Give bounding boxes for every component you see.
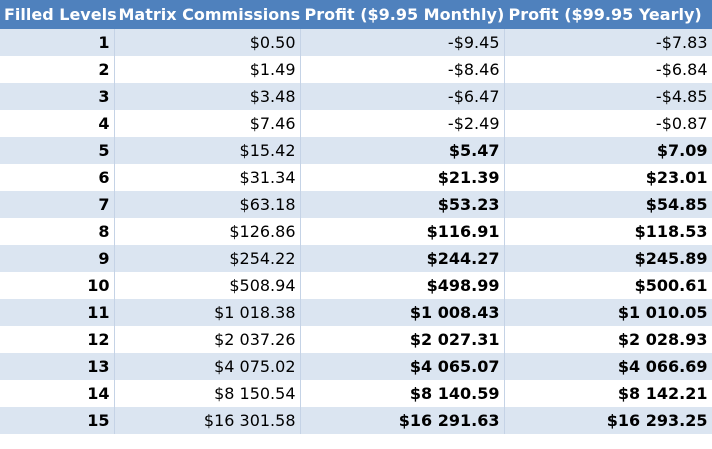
cell-matrix-commission: $126.86 (114, 218, 301, 245)
cell-profit-yearly: $118.53 (504, 218, 712, 245)
cell-profit-monthly: $2 027.31 (300, 326, 505, 353)
cell-profit-monthly: -$8.46 (300, 56, 505, 83)
cell-profit-yearly: -$0.87 (504, 110, 712, 137)
cell-matrix-commission: $1 018.38 (114, 299, 301, 326)
cell-filled-level: 13 (0, 353, 115, 380)
cell-profit-yearly: -$4.85 (504, 83, 712, 110)
header-profit-monthly: Profit ($9.95 Monthly) (300, 0, 505, 29)
cell-filled-level: 10 (0, 272, 115, 299)
table-row: 9 $254.22 $244.27 $245.89 (0, 245, 712, 272)
cell-profit-yearly: -$7.83 (504, 29, 712, 56)
cell-profit-yearly: $16 293.25 (504, 407, 712, 434)
cell-filled-level: 8 (0, 218, 115, 245)
cell-matrix-commission: $4 075.02 (114, 353, 301, 380)
cell-matrix-commission: $2 037.26 (114, 326, 301, 353)
cell-filled-level: 9 (0, 245, 115, 272)
cell-profit-monthly: $21.39 (300, 164, 505, 191)
cell-profit-monthly: -$9.45 (300, 29, 505, 56)
cell-matrix-commission: $63.18 (114, 191, 301, 218)
cell-filled-level: 4 (0, 110, 115, 137)
cell-profit-yearly: $1 010.05 (504, 299, 712, 326)
cell-profit-monthly: $5.47 (300, 137, 505, 164)
cell-profit-monthly: $53.23 (300, 191, 505, 218)
cell-profit-monthly: $116.91 (300, 218, 505, 245)
header-profit-yearly: Profit ($99.95 Yearly) (504, 0, 712, 29)
cell-matrix-commission: $8 150.54 (114, 380, 301, 407)
cell-profit-yearly: -$6.84 (504, 56, 712, 83)
cell-profit-monthly: $4 065.07 (300, 353, 505, 380)
cell-profit-monthly: -$6.47 (300, 83, 505, 110)
table-row: 8 $126.86 $116.91 $118.53 (0, 218, 712, 245)
table-row: 6 $31.34 $21.39 $23.01 (0, 164, 712, 191)
cell-matrix-commission: $3.48 (114, 83, 301, 110)
cell-profit-yearly: $2 028.93 (504, 326, 712, 353)
cell-profit-monthly: -$2.49 (300, 110, 505, 137)
cell-matrix-commission: $0.50 (114, 29, 301, 56)
cell-filled-level: 1 (0, 29, 115, 56)
cell-profit-yearly: $4 066.69 (504, 353, 712, 380)
header-matrix-commissions: Matrix Commissions (114, 0, 301, 29)
table-row: 12 $2 037.26 $2 027.31 $2 028.93 (0, 326, 712, 353)
profit-table: Filled Levels Matrix Commissions Profit … (0, 0, 712, 434)
table-row: 5 $15.42 $5.47 $7.09 (0, 137, 712, 164)
cell-profit-yearly: $23.01 (504, 164, 712, 191)
table-row: 3 $3.48 -$6.47 -$4.85 (0, 83, 712, 110)
table-body: 1 $0.50 -$9.45 -$7.83 2 $1.49 -$8.46 -$6.84 3 $3.… (0, 29, 712, 434)
cell-profit-monthly: $1 008.43 (300, 299, 505, 326)
cell-profit-yearly: $245.89 (504, 245, 712, 272)
cell-matrix-commission: $31.34 (114, 164, 301, 191)
cell-profit-yearly: $500.61 (504, 272, 712, 299)
cell-matrix-commission: $254.22 (114, 245, 301, 272)
cell-filled-level: 2 (0, 56, 115, 83)
cell-profit-yearly: $8 142.21 (504, 380, 712, 407)
cell-filled-level: 7 (0, 191, 115, 218)
table-row: 4 $7.46 -$2.49 -$0.87 (0, 110, 712, 137)
cell-filled-level: 15 (0, 407, 115, 434)
table-row: 11 $1 018.38 $1 008.43 $1 010.05 (0, 299, 712, 326)
cell-profit-monthly: $498.99 (300, 272, 505, 299)
header-row: Filled Levels Matrix Commissions Profit … (0, 0, 712, 29)
cell-profit-monthly: $244.27 (300, 245, 505, 272)
cell-profit-monthly: $8 140.59 (300, 380, 505, 407)
cell-profit-yearly: $54.85 (504, 191, 712, 218)
cell-matrix-commission: $1.49 (114, 56, 301, 83)
table-row: 15 $16 301.58 $16 291.63 $16 293.25 (0, 407, 712, 434)
cell-matrix-commission: $16 301.58 (114, 407, 301, 434)
table-row: 14 $8 150.54 $8 140.59 $8 142.21 (0, 380, 712, 407)
table-row: 10 $508.94 $498.99 $500.61 (0, 272, 712, 299)
table-row: 1 $0.50 -$9.45 -$7.83 (0, 29, 712, 56)
cell-filled-level: 12 (0, 326, 115, 353)
cell-filled-level: 6 (0, 164, 115, 191)
cell-profit-monthly: $16 291.63 (300, 407, 505, 434)
header-filled-levels: Filled Levels (0, 0, 117, 29)
cell-filled-level: 3 (0, 83, 115, 110)
cell-profit-yearly: $7.09 (504, 137, 712, 164)
table-row: 7 $63.18 $53.23 $54.85 (0, 191, 712, 218)
cell-matrix-commission: $15.42 (114, 137, 301, 164)
table-row: 13 $4 075.02 $4 065.07 $4 066.69 (0, 353, 712, 380)
cell-filled-level: 5 (0, 137, 115, 164)
table-row: 2 $1.49 -$8.46 -$6.84 (0, 56, 712, 83)
cell-filled-level: 14 (0, 380, 115, 407)
cell-filled-level: 11 (0, 299, 115, 326)
cell-matrix-commission: $7.46 (114, 110, 301, 137)
cell-matrix-commission: $508.94 (114, 272, 301, 299)
